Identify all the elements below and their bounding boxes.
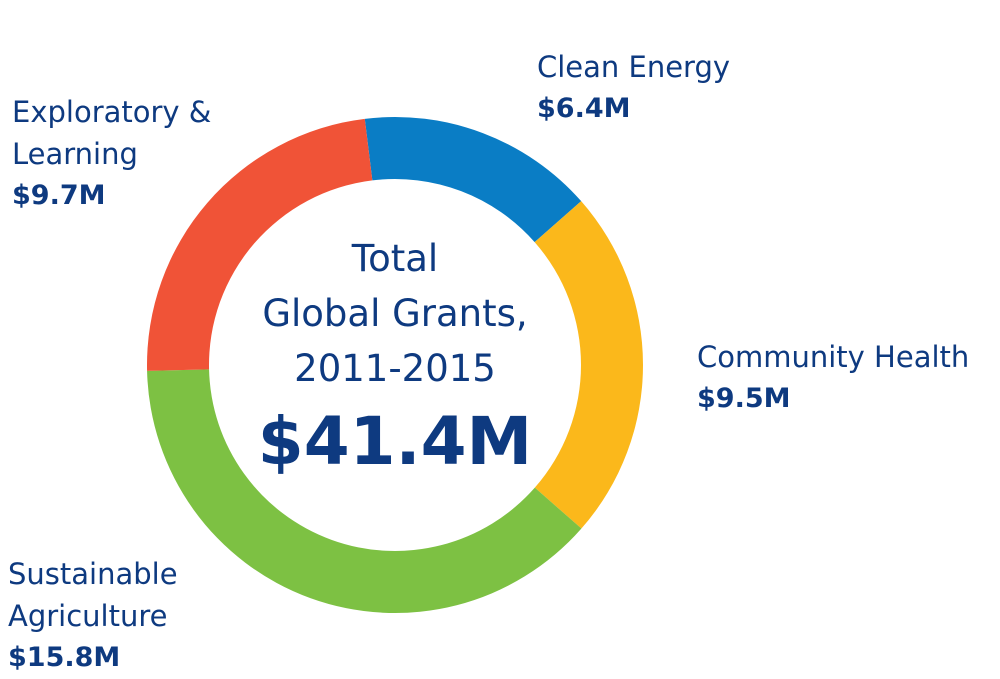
- category-name: Sustainable Agriculture: [8, 557, 178, 633]
- donut-segment: [147, 369, 582, 614]
- center-label: Global Grants,: [262, 292, 527, 335]
- donut-segment: [147, 118, 373, 371]
- segment-label: Community Health $9.5M: [697, 336, 1000, 420]
- category-name: Community Health: [697, 340, 970, 374]
- center-label: 2011-2015: [294, 347, 496, 390]
- value-label: $9.7M: [12, 180, 106, 211]
- category-name: Exploratory & Learning: [12, 95, 212, 171]
- center-label: Total: [351, 237, 438, 280]
- category-name: Clean Energy: [537, 50, 731, 84]
- segment-label: Sustainable Agriculture $15.8M: [8, 553, 238, 679]
- value-label: $9.5M: [697, 383, 791, 414]
- segment-label: Exploratory & Learning $9.7M: [12, 91, 252, 217]
- donut-segment: [534, 201, 643, 529]
- value-label: $15.8M: [8, 642, 121, 673]
- donut-segment: [364, 117, 582, 243]
- value-label: $6.4M: [537, 93, 631, 124]
- center-total: $41.4M: [258, 403, 532, 480]
- segment-label: Clean Energy $6.4M: [537, 46, 837, 130]
